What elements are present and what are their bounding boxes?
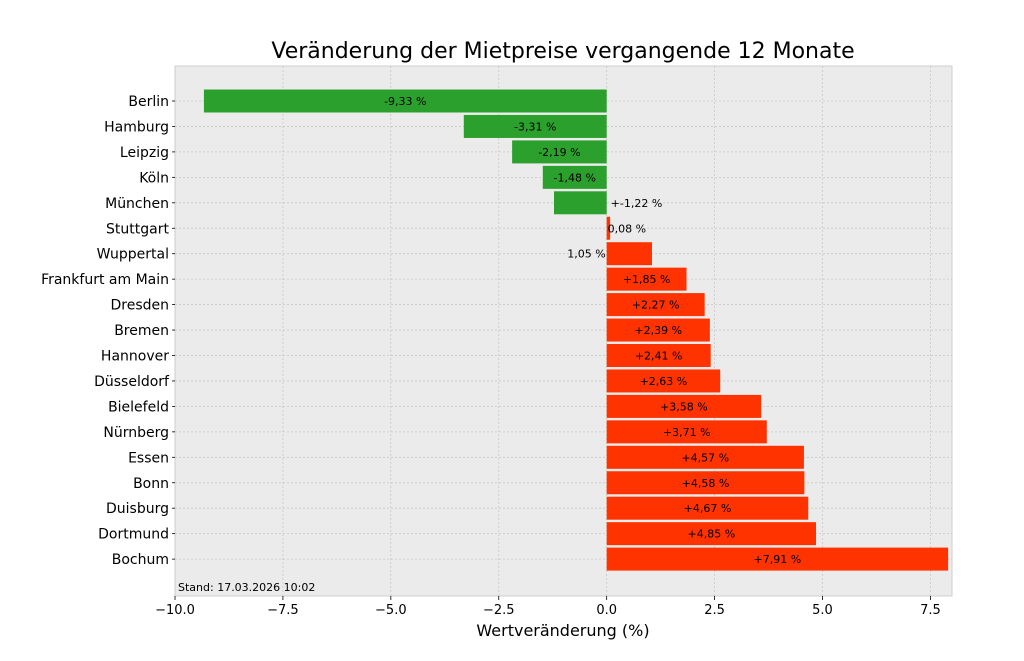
bar <box>606 547 949 571</box>
bar <box>606 267 687 291</box>
bar-value-label: 0,08 % <box>608 222 646 235</box>
bar <box>606 344 711 367</box>
category-label: Bonn <box>133 476 169 492</box>
bar-value-label: +3,71 % <box>663 426 711 439</box>
bar <box>512 140 607 164</box>
category-label: Bremen <box>114 323 169 339</box>
x-axis-label: Wertveränderung (%) <box>476 621 649 640</box>
bar <box>606 318 710 342</box>
category-label: Düsseldorf <box>94 374 170 390</box>
bar <box>554 191 607 215</box>
bar-value-label: +4,57 % <box>681 451 729 464</box>
category-label: Bochum <box>112 552 169 568</box>
category-label: Frankfurt am Main <box>41 272 169 288</box>
bar-value-label: -9,33 % <box>384 95 426 108</box>
bar-value-label: +4,67 % <box>684 502 732 515</box>
bar <box>606 293 705 317</box>
bar-value-label: -3,31 % <box>514 120 556 133</box>
category-label: Dortmund <box>98 527 169 543</box>
bar <box>606 496 809 520</box>
bar-value-label: -2,19 % <box>538 146 580 159</box>
bar <box>542 165 607 189</box>
bar-value-label: +3,58 % <box>660 400 708 413</box>
bar-value-label: -1,48 % <box>554 171 596 184</box>
bar-value-label: +4,85 % <box>688 528 736 541</box>
bar-value-label: +1,85 % <box>623 273 671 286</box>
x-tick-label: 0.0 <box>596 603 617 618</box>
bar-value-label: +7,91 % <box>754 553 802 566</box>
bar-value-label: 1,05 % <box>567 248 605 261</box>
bar <box>203 89 607 113</box>
category-label: Nürnberg <box>103 425 169 441</box>
x-tick-label: −5.0 <box>375 603 407 618</box>
bar-value-label: +2,63 % <box>640 375 688 388</box>
category-label: Dresden <box>110 298 169 314</box>
category-label: Duisburg <box>106 501 169 517</box>
category-label: Wuppertal <box>97 247 169 263</box>
category-label: Köln <box>139 170 169 186</box>
bar <box>606 369 721 393</box>
x-tick-label: −7.5 <box>267 603 299 618</box>
category-label: Hannover <box>101 349 169 365</box>
x-tick-label: 7.5 <box>920 603 941 618</box>
bar <box>463 114 607 138</box>
category-label: Essen <box>128 450 169 466</box>
category-label: Berlin <box>128 94 169 110</box>
x-tick-label: −10.0 <box>155 603 195 618</box>
bar-value-label: +-1,22 % <box>611 197 663 210</box>
bar <box>606 420 767 444</box>
bar-value-label: +2,39 % <box>634 324 682 337</box>
timestamp-annotation: Stand: 17.03.2026 10:02 <box>178 581 315 594</box>
bar <box>606 242 652 266</box>
category-label: Leipzig <box>120 145 169 161</box>
bar <box>606 522 817 546</box>
category-label: Bielefeld <box>108 399 169 415</box>
category-label: Hamburg <box>104 119 169 135</box>
x-tick-label: −2.5 <box>483 603 515 618</box>
bar-value-label: +2,41 % <box>635 350 683 363</box>
bar-value-label: +4,58 % <box>682 477 730 490</box>
category-label: München <box>105 196 169 212</box>
category-labels: Berlin Hamburg Leipzig Köln München Stuttgart… <box>41 94 175 568</box>
bar-value-label: +2,27 % <box>632 299 680 312</box>
category-label: Stuttgart <box>106 221 169 237</box>
bar <box>606 216 611 240</box>
bar <box>606 471 805 495</box>
bars-group: -9,33 % -3,31 % -2,19 % -1,48 % +-1,22 % 0,08… <box>203 89 949 571</box>
bar <box>606 445 804 469</box>
chart-title: Veränderung der Mietpreise vergangende 1… <box>271 39 854 64</box>
x-tick-label: 5.0 <box>812 603 833 618</box>
x-tick-label: 2.5 <box>704 603 725 618</box>
x-ticks: −10.0 −7.5 −5.0 −2.5 0.0 2.5 5.0 7.5 <box>155 596 941 618</box>
bar <box>606 394 762 418</box>
